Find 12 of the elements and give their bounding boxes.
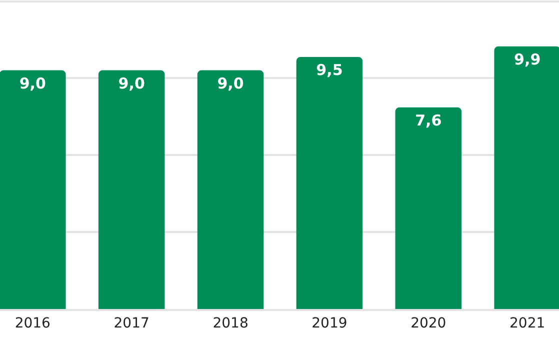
data-label: 9,0 <box>19 74 46 92</box>
x-tick-label: 2016 <box>14 316 51 332</box>
data-label: 9,9 <box>514 50 541 68</box>
x-tick-label: 2019 <box>312 316 348 332</box>
data-label: 9,0 <box>217 74 244 92</box>
data-label: 7,6 <box>415 111 442 130</box>
x-tick-label: 2018 <box>212 316 248 332</box>
x-tick-label: 2021 <box>510 316 546 332</box>
data-label: 9,5 <box>316 61 343 80</box>
x-tick-label: 2017 <box>114 316 150 332</box>
data-label: 9,0 <box>118 74 145 92</box>
x-tick-label: 2020 <box>410 316 446 332</box>
